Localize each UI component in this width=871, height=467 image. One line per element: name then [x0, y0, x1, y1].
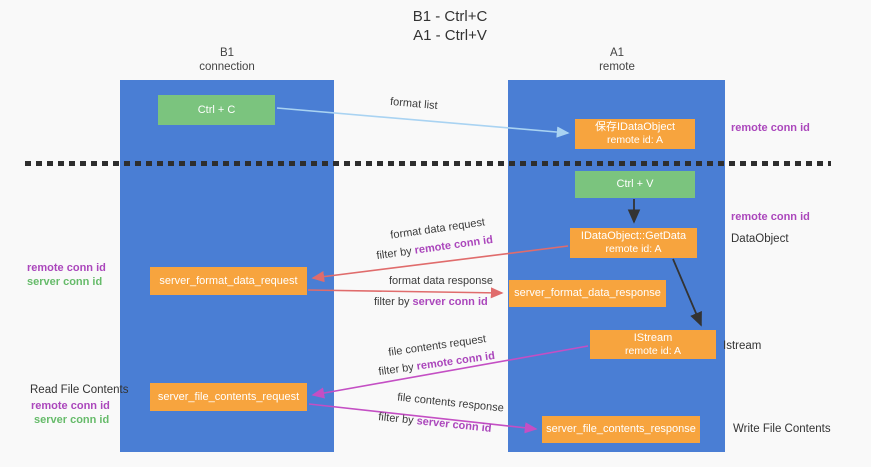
- node-save-idataobject-line1: 保存IDataObject: [594, 121, 676, 133]
- arrow-file-contents-request: [311, 345, 589, 399]
- lane-b1-role: connection: [199, 61, 255, 73]
- side-label-read-file-contents: Read File Contents: [30, 384, 129, 396]
- node-format-response-label: server_format_data_response: [514, 287, 661, 299]
- lane-header-a1: A1 remote: [550, 46, 684, 74]
- lane-a1-role: remote: [599, 61, 635, 73]
- node-idataobject-getdata: IDataObject::GetData remote id: A: [570, 228, 697, 258]
- arrow-format-list: [276, 107, 570, 138]
- node-ctrl-v-label: Ctrl + V: [616, 178, 654, 190]
- node-server-format-data-response: server_format_data_response: [509, 280, 666, 307]
- node-ctrl-c: Ctrl + C: [158, 95, 275, 125]
- arrow-file-contents-response: [308, 403, 538, 434]
- node-getdata-line2: remote id: A: [605, 243, 662, 255]
- arrow-getdata-to-istream: [672, 258, 702, 327]
- node-istream-line1: IStream: [633, 331, 673, 344]
- node-save-idataobject: 保存IDataObject remote id: A: [575, 119, 695, 149]
- node-server-format-data-request: server_format_data_request: [150, 267, 307, 295]
- node-ctrl-v: Ctrl + V: [575, 171, 695, 198]
- diagram-title: B1 - Ctrl+C A1 - Ctrl+V: [300, 7, 600, 45]
- side-label-server-conn-id-left2: server conn id: [34, 414, 110, 426]
- lane-header-b1: B1 connection: [160, 46, 294, 74]
- phase-separator-dashed-line: [25, 161, 831, 166]
- node-server-file-contents-response: server_file_contents_response: [542, 416, 700, 443]
- server-conn-id-text: server conn id: [412, 296, 488, 308]
- arrow-format-data-response: [307, 287, 504, 299]
- side-label-remote-conn-id-mid: remote conn id: [731, 211, 810, 223]
- side-label-istream: Istream: [723, 340, 762, 352]
- side-label-remote-conn-id-left1: remote conn id: [27, 262, 106, 274]
- node-istream: IStream remote id: A: [590, 330, 716, 359]
- node-file-response-label: server_file_contents_response: [546, 423, 696, 435]
- node-format-request-label: server_format_data_request: [159, 274, 298, 287]
- side-label-write-file-contents: Write File Contents: [733, 423, 831, 435]
- title-line-1: B1 - Ctrl+C: [412, 8, 488, 25]
- node-file-request-label: server_file_contents_request: [157, 390, 300, 403]
- arrow-format-data-request: [311, 245, 569, 283]
- lane-b1-name: B1: [219, 47, 235, 59]
- node-server-file-contents-request: server_file_contents_request: [150, 383, 307, 411]
- title-line-2: A1 - Ctrl+V: [413, 27, 487, 44]
- lane-a1-name: A1: [609, 47, 625, 59]
- side-label-remote-conn-id-left2: remote conn id: [31, 400, 110, 412]
- node-save-idataobject-line2: remote id: A: [606, 134, 664, 146]
- edge-label-format-data-response: format data response: [389, 275, 493, 287]
- side-label-dataobject: DataObject: [731, 233, 789, 245]
- side-label-remote-conn-id-top: remote conn id: [731, 122, 810, 134]
- node-getdata-line1: IDataObject::GetData: [580, 230, 687, 242]
- edge-label-filter-server-1: filter by server conn id: [374, 296, 488, 308]
- node-ctrl-c-label: Ctrl + C: [197, 103, 236, 116]
- node-istream-line2: remote id: A: [624, 344, 682, 357]
- filter-by-text: filter by: [374, 296, 410, 308]
- side-label-server-conn-id-left1: server conn id: [27, 276, 103, 288]
